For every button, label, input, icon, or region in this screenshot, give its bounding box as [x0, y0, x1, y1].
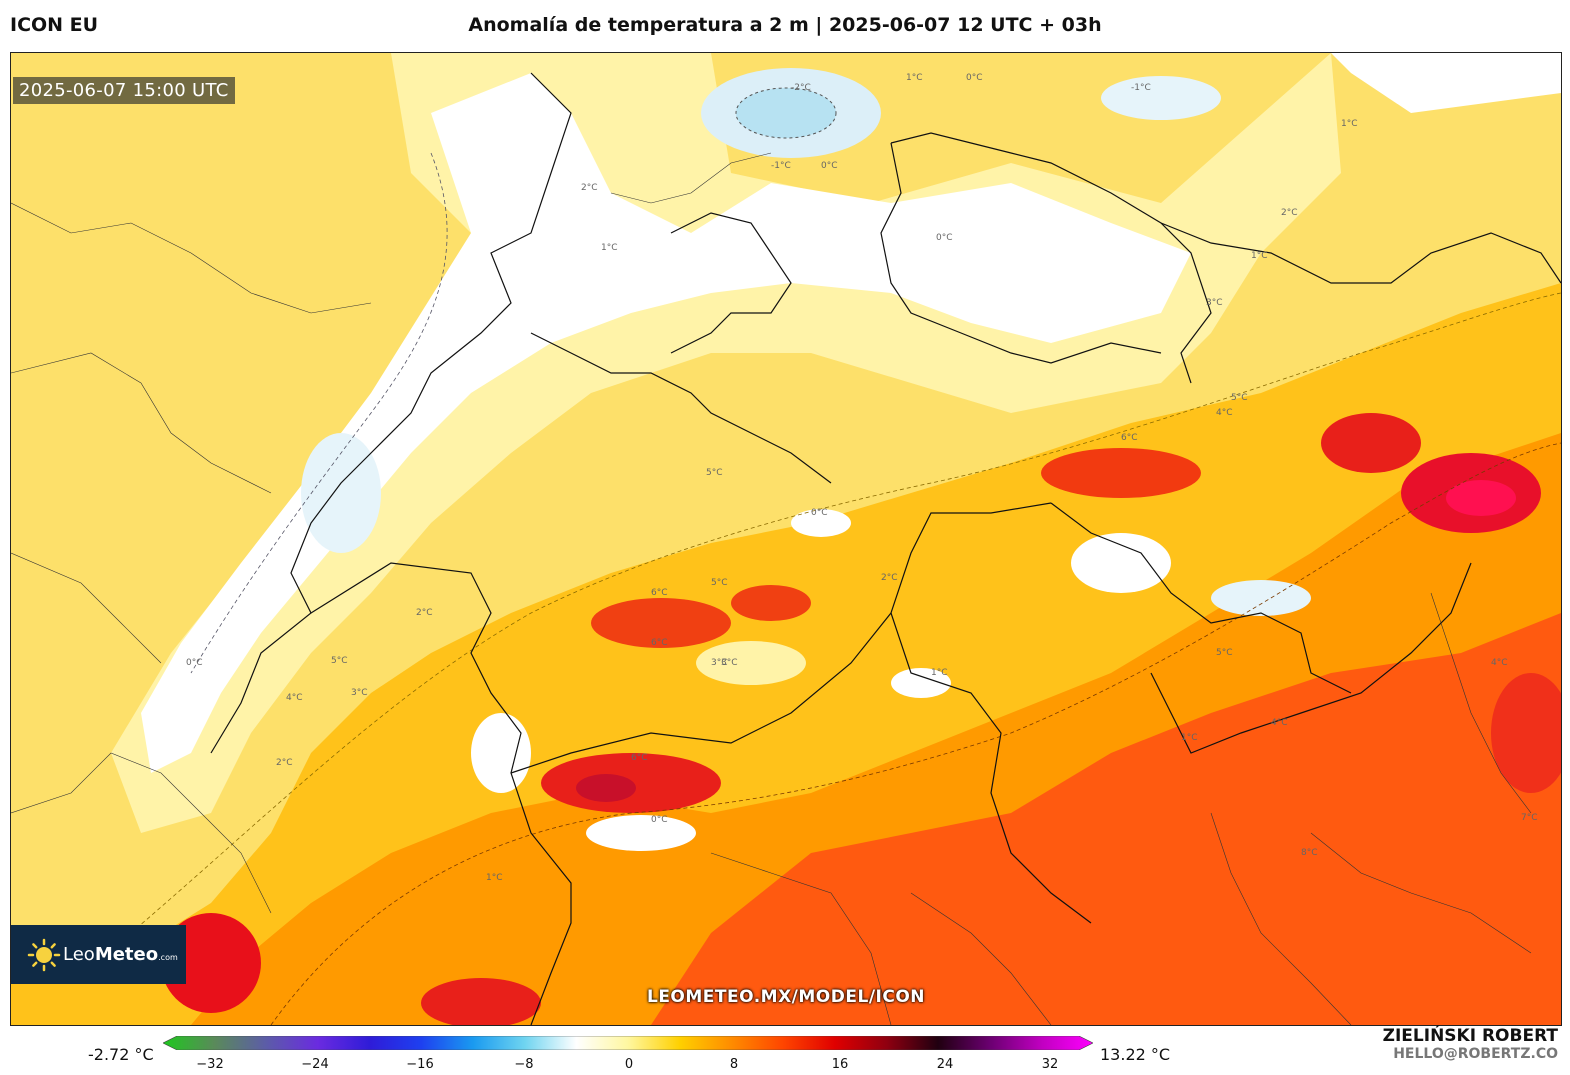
contour-label: 5°C: [706, 468, 723, 478]
colorbar-tick-label: 16: [831, 1057, 849, 1072]
cold-pocket-ne: [1101, 76, 1221, 120]
pale-island-2: [891, 668, 951, 698]
contour-label: 0°C: [936, 233, 953, 243]
pale-island-1: [696, 641, 806, 685]
hot-spot-center-east: [1041, 448, 1201, 498]
source-watermark: LEOMETEO.MX/MODEL/ICON: [646, 987, 926, 1007]
contour-label: 3°C: [351, 688, 368, 698]
leometeo-logo[interactable]: LeoMeteo.com: [11, 925, 186, 984]
colorbar-tick-label: −16: [406, 1057, 434, 1072]
region-borders: [11, 152, 1532, 1025]
pale-island-5: [586, 815, 696, 851]
contour-label: 4°C: [1271, 718, 1288, 728]
sun-icon: [27, 938, 61, 972]
contour-label: 5°C: [1216, 648, 1233, 658]
hot-spot-mid: [591, 598, 731, 648]
contour-label: 6°C: [651, 588, 668, 598]
colorbar-tick-label: 24: [936, 1057, 954, 1072]
colorbar-tick-label: −32: [196, 1057, 224, 1072]
contour-label: 2°C: [581, 183, 598, 193]
colorbar-tick-label: −24: [301, 1057, 329, 1072]
legend-max-value: 13.22 °C: [1100, 1045, 1171, 1064]
pale-island-6: [471, 713, 531, 793]
anomaly-zone-0c: [141, 73, 1191, 773]
legend-min-value: -2.72 °C: [88, 1045, 154, 1064]
contour-label: 2°C: [1281, 208, 1298, 218]
contour-label: 5°C: [711, 578, 728, 588]
contour-label: -1°C: [1131, 83, 1151, 93]
colorbar-tick-label: 32: [1041, 1057, 1059, 1072]
pale-island-3: [1071, 533, 1171, 593]
contour-label: 4°C: [286, 693, 303, 703]
contour-label: -2°C: [791, 83, 811, 93]
contour-5c: [270, 442, 1561, 1025]
contour-label: 1°C: [931, 668, 948, 678]
contour-label: 0°C: [651, 815, 668, 825]
contour-label: 1°C: [486, 873, 503, 883]
anomaly-zone-7-9c: [651, 613, 1561, 1025]
contour-3c: [130, 292, 1561, 934]
anomaly-zone-0c-north: [1331, 53, 1561, 113]
contour-label: 1°C: [601, 243, 618, 253]
contour-label: 7°C: [1521, 813, 1538, 823]
country-borders: [210, 72, 1561, 1025]
logo-wordmark: LeoMeteo.com: [63, 944, 178, 965]
contour-label: 1°C: [906, 73, 923, 83]
contour-label: 5°C: [331, 656, 348, 666]
pale-island-4: [1211, 580, 1311, 616]
contour-label: 5°C: [1231, 393, 1248, 403]
author-credit: ZIELIŃSKI ROBERT: [1382, 1026, 1558, 1046]
contour-label: 0°C: [811, 508, 828, 518]
valid-time-badge: 2025-06-07 15:00 UTC: [13, 77, 235, 104]
contour-label: 0°C: [966, 73, 983, 83]
contour-label: 0°C: [186, 658, 203, 668]
hot-spot-ne: [1321, 413, 1421, 473]
contour-label: 4°C: [1216, 408, 1233, 418]
contour-label: 4°C: [1491, 658, 1508, 668]
map-title: Anomalía de temperatura a 2 m | 2025-06-…: [468, 14, 1102, 36]
hot-spot-south-core: [576, 774, 636, 802]
contour-label: -1°C: [771, 161, 791, 171]
contour-label: 3°C: [711, 658, 728, 668]
hot-spot-sw: [161, 913, 261, 1013]
contour-label: 6°C: [651, 638, 668, 648]
cold-pocket-west: [301, 433, 381, 553]
cold-pocket-inner: [735, 87, 837, 139]
map-canvas: [11, 53, 1561, 1025]
colorbar-tick-label: 8: [729, 1057, 739, 1072]
pale-island-7: [791, 509, 851, 537]
contour-label: 1°C: [1251, 251, 1268, 261]
hot-spot-e-edge: [1491, 673, 1561, 793]
colorbar: [163, 1036, 1093, 1050]
contour-label: 6°C: [631, 753, 648, 763]
contour-label: 1°C: [1341, 119, 1358, 129]
temperature-anomaly-map[interactable]: -2°C -1°C 0°C 1°C 0°C -1°C 1°C 2°C 1°C 0…: [10, 52, 1562, 1026]
contour-label: 2°C: [416, 608, 433, 618]
colorbar-tick-label: 0: [624, 1057, 634, 1072]
contour-label: 3°C: [1206, 298, 1223, 308]
hot-spot-sw-2: [421, 978, 541, 1025]
colorbar-tick-label: −8: [514, 1057, 534, 1072]
model-name: ICON EU: [10, 14, 99, 36]
contour-label: 1°C: [1181, 733, 1198, 743]
contour-label: 2°C: [276, 758, 293, 768]
contour-label: 2°C: [881, 573, 898, 583]
hot-spot-mid-2: [731, 585, 811, 621]
contour-label: 8°C: [1301, 848, 1318, 858]
author-email[interactable]: HELLO@ROBERTZ.CO: [1393, 1046, 1558, 1062]
contour-label: 6°C: [1121, 433, 1138, 443]
contour-0c: [190, 152, 448, 674]
hot-spot-east-core: [1446, 480, 1516, 516]
contour-label: 3°C: [721, 658, 738, 668]
contour-label: 0°C: [821, 161, 838, 171]
